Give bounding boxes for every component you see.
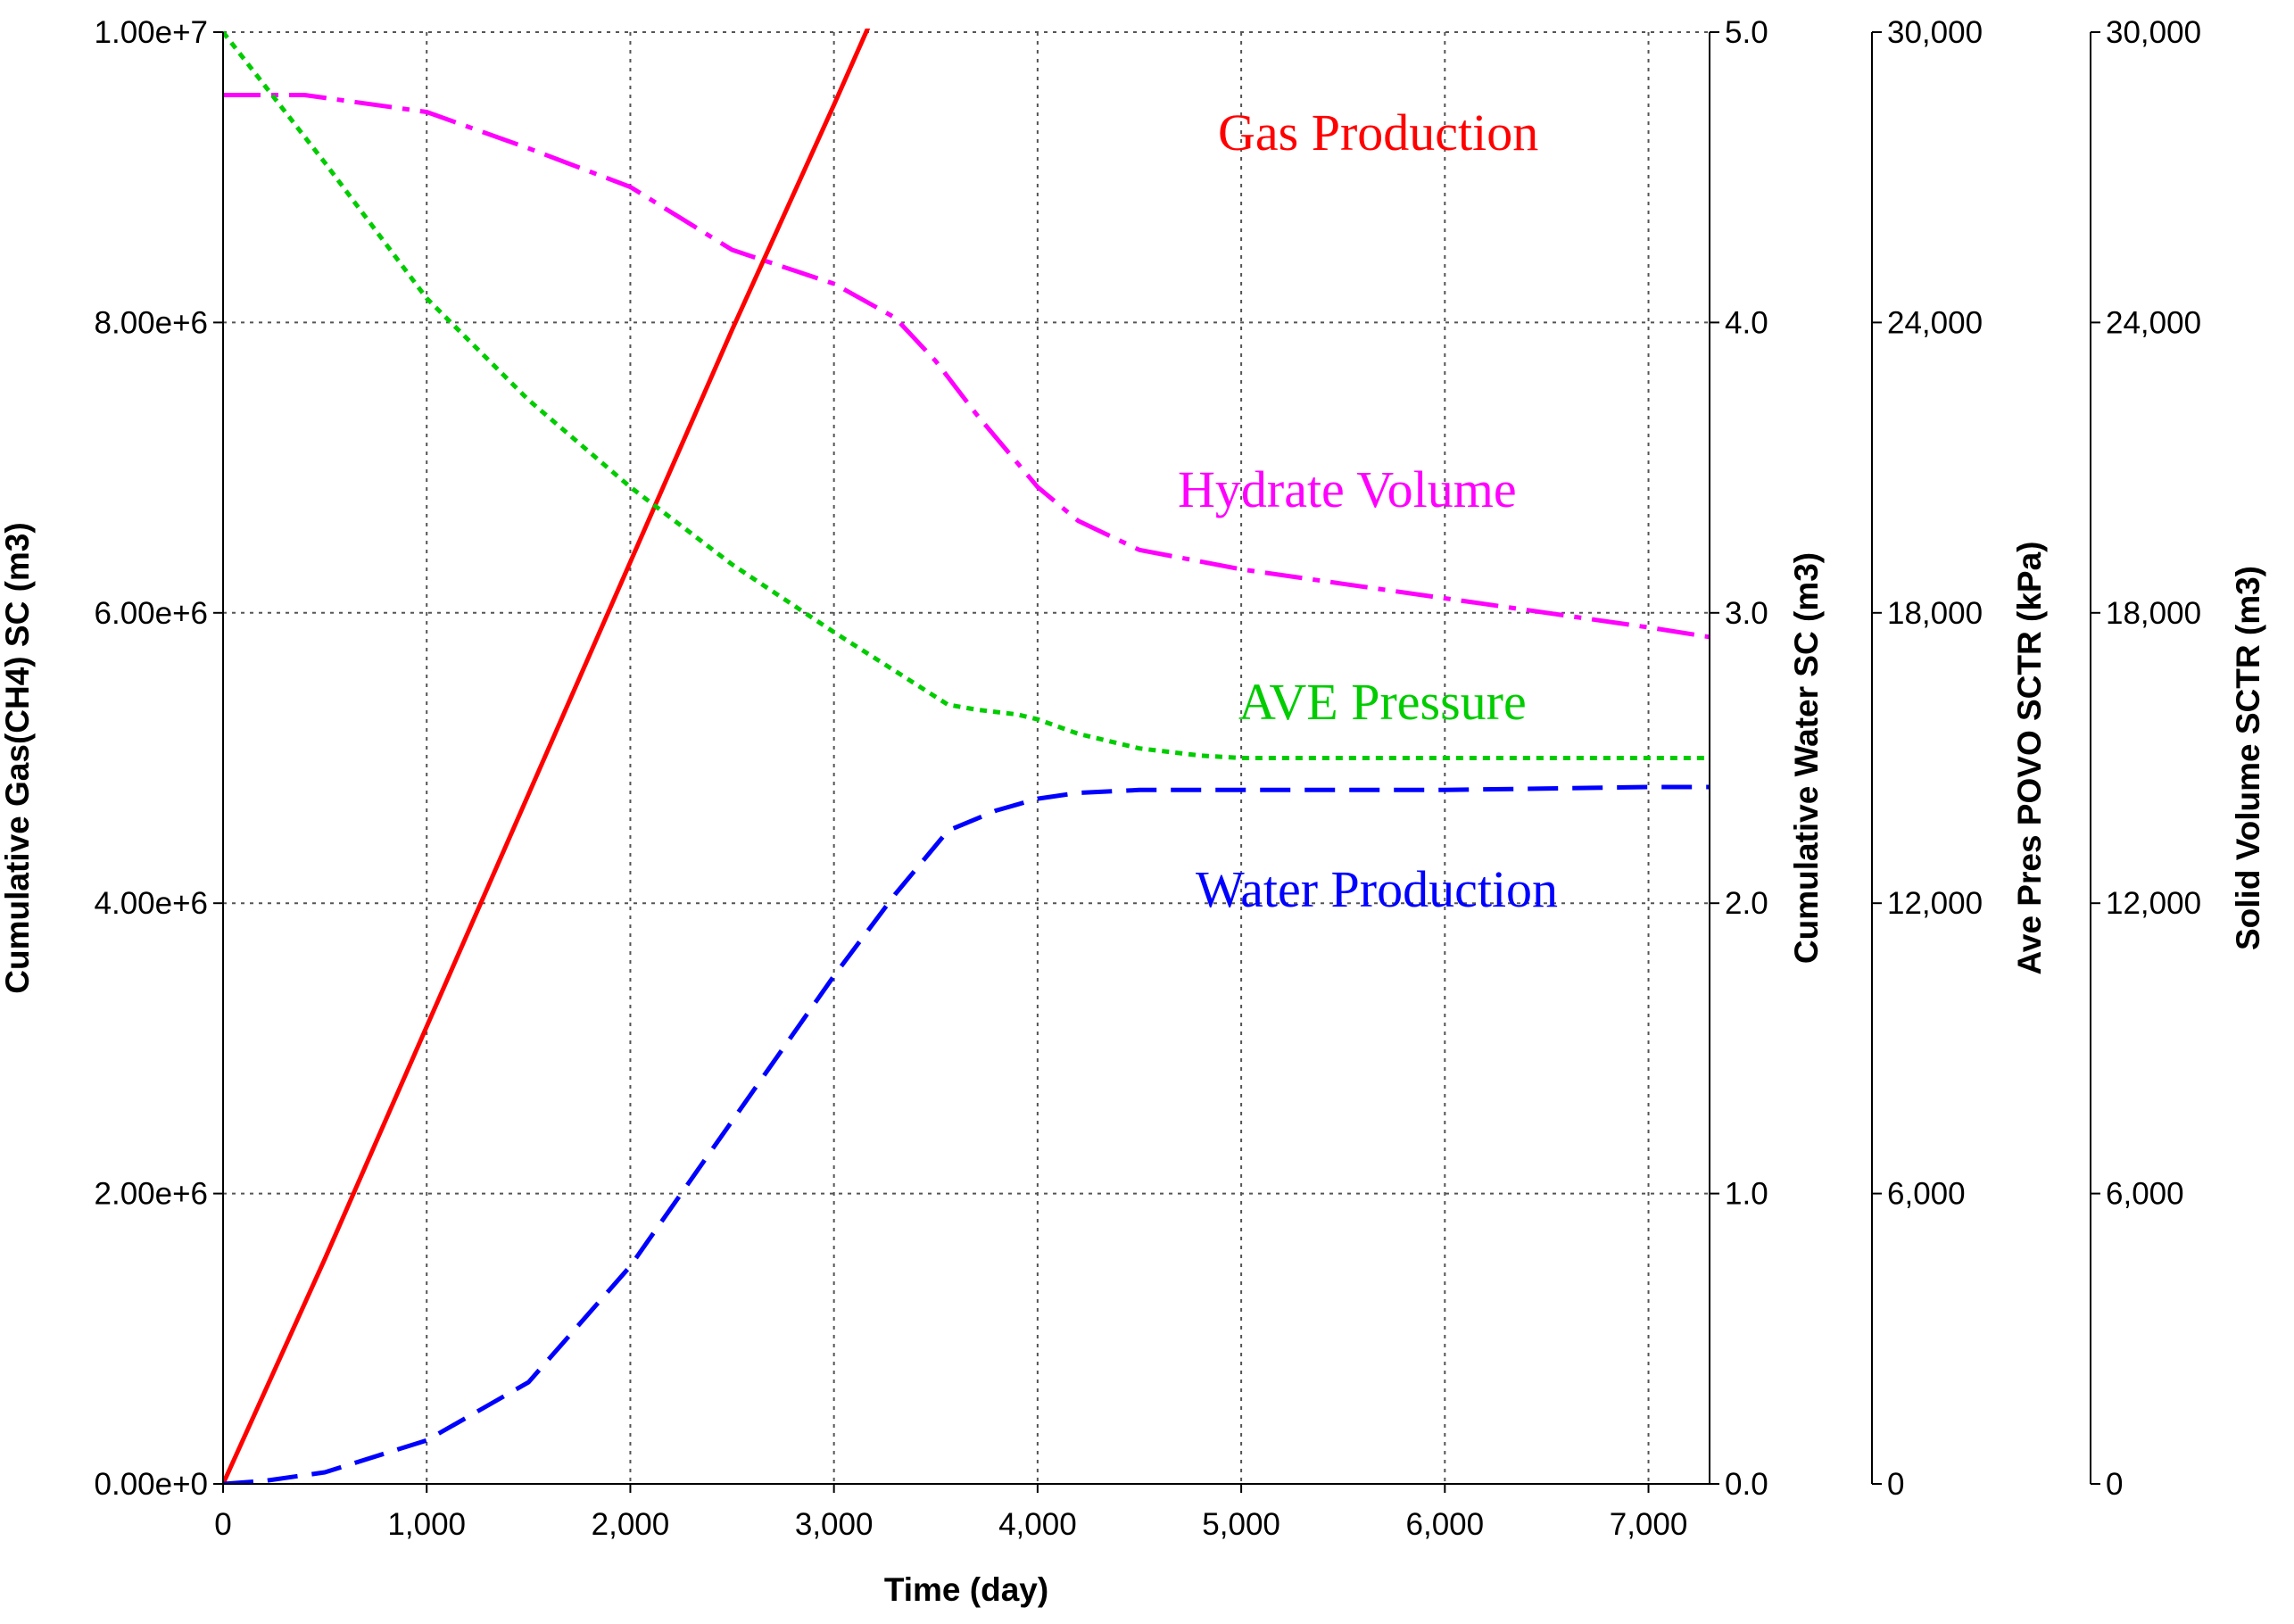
annotation-water-production: Water Production xyxy=(1196,860,1558,918)
x-tick-label: 6,000 xyxy=(1406,1507,1485,1542)
annotation-hydrate-volume: Hydrate Volume xyxy=(1178,460,1517,518)
x-tick-label: 5,000 xyxy=(1202,1507,1280,1542)
axes-layer: 0 1,000 2,000 3,000 4,000 5,000 6,000 7,0000.00… xyxy=(0,15,2266,1608)
pressure-axis-title: Ave Pres POVO SCTR (kPa) xyxy=(2011,542,2048,975)
water-tick-label: 5.0 xyxy=(1725,15,1768,50)
pressure-tick-label: 30,000 xyxy=(1887,15,1983,50)
x-tick-label: 3,000 xyxy=(795,1507,874,1542)
x-tick-label: 1,000 xyxy=(387,1507,466,1542)
water-tick-label: 1.0 xyxy=(1725,1177,1768,1212)
gas-tick-label: 2.00e+6 xyxy=(95,1177,209,1212)
water-tick-label: 4.0 xyxy=(1725,305,1768,340)
solid-tick-label: 30,000 xyxy=(2106,15,2201,50)
series-layer xyxy=(223,29,1710,1484)
annotation-layer: Gas Production Hydrate Volume AVE Pressure… xyxy=(1178,104,1558,918)
annotation-ave-pressure: AVE Pressure xyxy=(1238,673,1527,731)
water-axis-title: Cumulative Water SC (m3) xyxy=(1788,552,1825,964)
gas-tick-label: 1.00e+7 xyxy=(95,15,209,50)
solid-tick-label: 18,000 xyxy=(2106,596,2201,631)
gas-axis-title: Cumulative Gas(CH4) SC (m3) xyxy=(0,522,36,993)
pressure-tick-label: 12,000 xyxy=(1887,886,1983,921)
solid-tick-label: 0 xyxy=(2106,1467,2123,1502)
water-tick-label: 2.0 xyxy=(1725,886,1768,921)
solid-tick-label: 12,000 xyxy=(2106,886,2201,921)
pressure-tick-label: 0 xyxy=(1887,1467,1904,1502)
solid-tick-label: 24,000 xyxy=(2106,305,2201,340)
pressure-tick-label: 24,000 xyxy=(1887,305,1983,340)
solid-tick-label: 6,000 xyxy=(2106,1177,2184,1212)
series-hydrate-volume xyxy=(223,93,1710,640)
gas-tick-label: 8.00e+6 xyxy=(95,305,209,340)
series-gas-production xyxy=(223,29,871,1484)
water-tick-label: 3.0 xyxy=(1725,596,1768,631)
x-axis-title: Time (day) xyxy=(884,1571,1048,1608)
x-tick-label: 0 xyxy=(214,1507,231,1542)
solid-axis-title: Solid Volume SCTR (m3) xyxy=(2230,566,2266,950)
gas-tick-label: 4.00e+6 xyxy=(95,886,209,921)
water-tick-label: 0.0 xyxy=(1725,1467,1768,1502)
gas-tick-label: 6.00e+6 xyxy=(95,596,209,631)
annotation-gas-production: Gas Production xyxy=(1218,104,1538,162)
pressure-tick-label: 6,000 xyxy=(1887,1177,1966,1212)
x-tick-label: 7,000 xyxy=(1610,1507,1688,1542)
x-tick-label: 4,000 xyxy=(998,1507,1077,1542)
gas-tick-label: 0.00e+0 xyxy=(95,1467,209,1502)
x-tick-label: 2,000 xyxy=(592,1507,670,1542)
pressure-tick-label: 18,000 xyxy=(1887,596,1983,631)
